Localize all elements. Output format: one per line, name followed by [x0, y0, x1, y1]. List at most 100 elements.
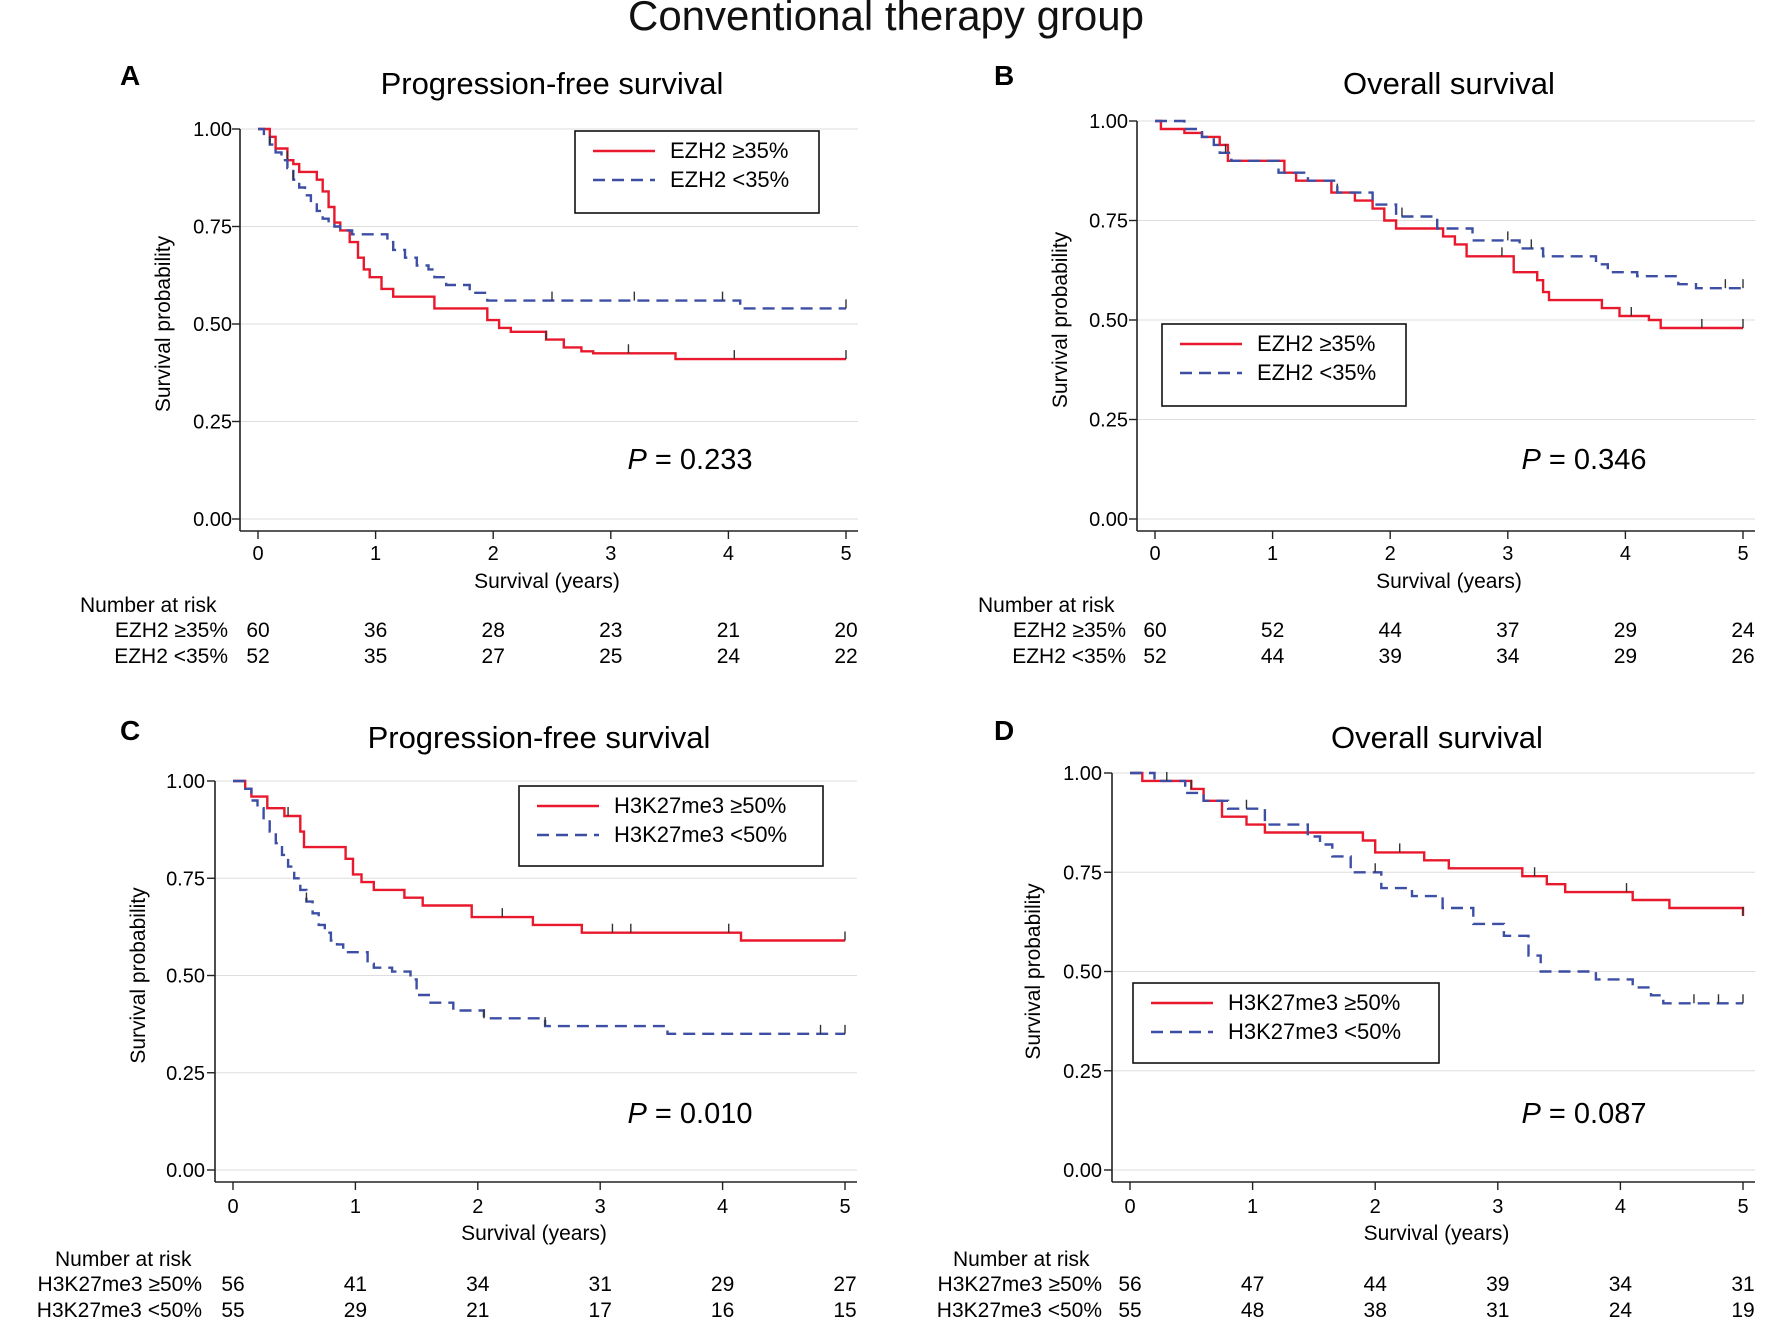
x-tick-label: 3: [1492, 1196, 1503, 1218]
risk-table-header: Number at risk: [953, 1248, 1090, 1271]
chart-title: Progression-free survival: [381, 66, 724, 101]
x-tick-label: 1: [1247, 1196, 1258, 1218]
risk-value: 44: [1364, 1273, 1388, 1296]
series-line-low: [1130, 771, 1743, 1005]
p-value-text: = 0.233: [647, 444, 753, 476]
y-tick-label: 0.50: [166, 966, 205, 988]
risk-value: 47: [1241, 1273, 1264, 1296]
series-line-high: [258, 127, 846, 361]
risk-row-label: EZH2 <35%: [114, 645, 228, 668]
y-axis-label: Survival probability: [1049, 231, 1072, 408]
y-tick-label: 0.25: [1089, 410, 1128, 432]
panel-a: A Progression-free survival 0.00 0.25 0.50 0.…: [80, 60, 858, 668]
legend-label: H3K27me3 <50%: [1228, 1019, 1401, 1044]
risk-row-label: H3K27me3 ≥50%: [38, 1273, 202, 1296]
risk-table-header: Number at risk: [80, 594, 217, 617]
p-symbol: P: [1522, 444, 1542, 476]
panel-label: B: [994, 60, 1014, 91]
chart-title: Overall survival: [1343, 66, 1555, 101]
x-tick-label: 1: [370, 543, 381, 565]
y-tick-label: 0.75: [1063, 862, 1102, 884]
risk-value: 44: [1379, 619, 1403, 642]
risk-value: 55: [221, 1299, 244, 1322]
panel-d: D Overall survival 0.00 0.25 0.50 0.75 1.00 0 1 2…: [937, 715, 1755, 1322]
x-tick-label: 5: [839, 1196, 850, 1218]
risk-row-label: H3K27me3 ≥50%: [938, 1273, 1102, 1296]
legend-label: H3K27me3 <50%: [614, 822, 787, 847]
y-tick-label: 0.75: [1089, 211, 1128, 233]
y-tick-label: 1.00: [166, 771, 205, 793]
risk-value: 34: [1496, 645, 1520, 668]
risk-value: 52: [246, 645, 269, 668]
y-tick-label: 0.00: [1063, 1160, 1102, 1182]
p-symbol: P: [628, 1098, 648, 1130]
p-value: P = 0.346: [1522, 444, 1647, 476]
legend: EZH2 ≥35% EZH2 <35%: [1161, 323, 1407, 407]
x-tick-label: 0: [252, 543, 263, 565]
risk-row-label: EZH2 ≥35%: [115, 619, 228, 642]
risk-value: 55: [1118, 1299, 1141, 1322]
risk-table-header: Number at risk: [55, 1248, 192, 1271]
risk-value: 17: [589, 1299, 612, 1322]
y-tick-label: 0.50: [193, 314, 232, 336]
risk-row-label: EZH2 <35%: [1012, 645, 1126, 668]
x-tick-label: 5: [1737, 543, 1748, 565]
x-tick-label: 3: [1502, 543, 1513, 565]
series-line-high: [1130, 771, 1745, 916]
panel-b: B Overall survival 0.00 0.25 0.50 0.75 1.00 0 1 2…: [978, 60, 1755, 668]
legend-label: H3K27me3 ≥50%: [614, 793, 786, 818]
legend-label: H3K27me3 ≥50%: [1228, 990, 1400, 1015]
chart-title: Overall survival: [1331, 720, 1543, 755]
p-symbol: P: [1522, 1098, 1542, 1130]
risk-value: 19: [1731, 1299, 1754, 1322]
risk-value: 56: [221, 1273, 244, 1296]
risk-value: 35: [364, 645, 387, 668]
y-tick-label: 0.50: [1063, 962, 1102, 984]
risk-value: 29: [711, 1273, 734, 1296]
y-axis-label: Survival probability: [152, 235, 175, 412]
risk-value: 41: [344, 1273, 367, 1296]
y-tick-label: 0.75: [193, 217, 232, 239]
y-tick-label: 0.00: [1089, 509, 1128, 531]
risk-value: 39: [1486, 1273, 1509, 1296]
legend: H3K27me3 ≥50% H3K27me3 <50%: [1132, 982, 1440, 1064]
x-tick-label: 3: [595, 1196, 606, 1218]
y-tick-label: 0.25: [1063, 1061, 1102, 1083]
legend-label: EZH2 <35%: [670, 167, 789, 192]
legend-box: [1132, 982, 1440, 1064]
x-tick-label: 0: [227, 1196, 238, 1218]
y-tick-label: 0.25: [193, 412, 232, 434]
risk-value: 38: [1364, 1299, 1387, 1322]
y-axis-label: Survival probability: [127, 887, 150, 1064]
x-tick-label: 4: [1620, 543, 1631, 565]
legend-label: EZH2 <35%: [1257, 360, 1376, 385]
risk-value: 52: [1143, 645, 1166, 668]
risk-value: 29: [1614, 619, 1637, 642]
legend-label: EZH2 ≥35%: [670, 138, 788, 163]
risk-row-label: EZH2 ≥35%: [1013, 619, 1126, 642]
risk-value: 34: [466, 1273, 490, 1296]
panel-label: C: [120, 715, 140, 746]
risk-value: 44: [1261, 645, 1285, 668]
panel-label: D: [994, 715, 1014, 746]
p-symbol: P: [628, 444, 648, 476]
risk-value: 31: [589, 1273, 612, 1296]
panel-c: C Progression-free survival 0.00 0.25 0.50 0.…: [37, 715, 857, 1322]
y-tick-label: 1.00: [1063, 763, 1102, 785]
legend-box: [518, 785, 824, 867]
x-tick-label: 2: [488, 543, 499, 565]
risk-value: 23: [599, 619, 622, 642]
risk-value: 25: [599, 645, 622, 668]
risk-value: 60: [1143, 619, 1166, 642]
x-tick-label: 1: [1267, 543, 1278, 565]
x-tick-label: 2: [1385, 543, 1396, 565]
risk-value: 48: [1241, 1299, 1264, 1322]
legend-box: [1161, 323, 1407, 407]
x-axis-label: Survival (years): [461, 1222, 607, 1245]
series-line-low: [258, 127, 846, 310]
p-value-text: = 0.010: [647, 1098, 753, 1130]
